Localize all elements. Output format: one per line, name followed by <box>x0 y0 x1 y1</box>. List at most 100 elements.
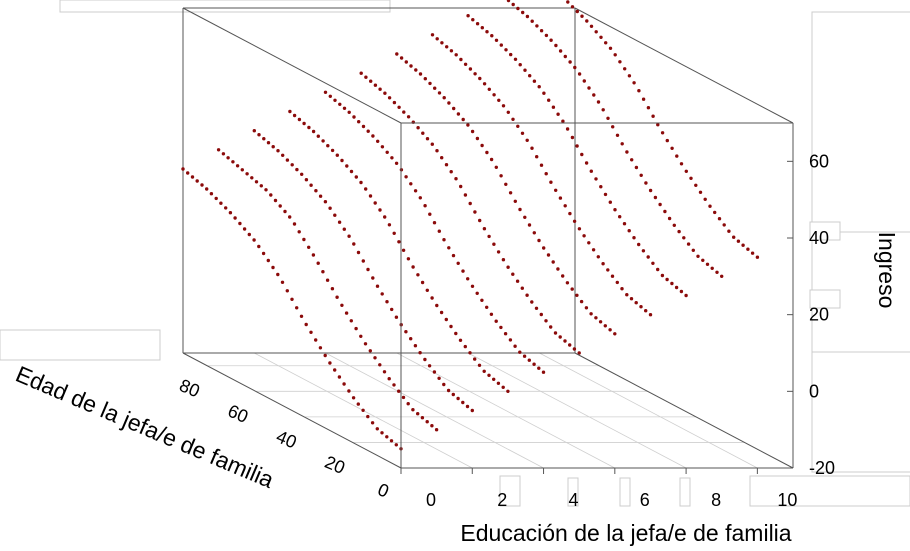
data-point <box>525 14 530 19</box>
data-point <box>575 144 579 148</box>
data-point <box>447 246 451 250</box>
y-tick-label: 20 <box>322 452 348 478</box>
data-point <box>665 138 669 143</box>
data-point <box>651 114 655 118</box>
data-point <box>618 60 622 64</box>
data-point <box>233 216 237 220</box>
data-point <box>468 201 472 206</box>
data-point <box>494 165 498 169</box>
data-point <box>620 142 624 146</box>
data-point <box>644 309 648 313</box>
data-point <box>485 305 489 309</box>
data-point <box>580 14 584 18</box>
data-point <box>579 299 584 304</box>
data-point <box>656 267 660 272</box>
data-point <box>501 104 506 108</box>
box-edge <box>182 352 402 469</box>
data-point <box>321 139 325 143</box>
data-point <box>316 261 320 265</box>
data-point <box>594 316 598 320</box>
data-point <box>378 87 382 91</box>
data-point <box>501 258 506 262</box>
data-point <box>347 234 351 238</box>
data-point <box>585 19 589 23</box>
data-point <box>561 119 565 123</box>
data-point <box>722 223 726 227</box>
z-tick-label: 0 <box>809 381 819 401</box>
data-point <box>584 306 589 310</box>
data-point <box>387 96 392 100</box>
data-point <box>411 408 415 412</box>
data-point <box>570 287 574 291</box>
data-point <box>568 211 572 216</box>
data-point <box>511 272 515 276</box>
data-point <box>466 14 470 18</box>
data-point <box>409 64 413 68</box>
data-point <box>430 424 434 428</box>
data-point <box>354 326 358 331</box>
data-point <box>394 315 399 319</box>
data-point <box>437 376 441 380</box>
data-point <box>356 402 360 406</box>
data-point <box>380 145 385 149</box>
data-point <box>482 227 487 231</box>
data-point <box>385 435 389 439</box>
data-point <box>361 408 365 412</box>
data-point <box>589 312 593 316</box>
data-point <box>511 117 515 122</box>
data-point <box>245 172 249 176</box>
data-point <box>641 249 646 253</box>
data-point <box>461 400 465 405</box>
data-point <box>463 62 468 66</box>
data-point <box>456 396 460 401</box>
grid-line <box>396 352 616 469</box>
series-10 <box>566 0 760 259</box>
data-point <box>663 209 667 214</box>
data-point <box>446 388 451 393</box>
x-tick-label: 10 <box>777 490 797 510</box>
data-point <box>660 131 665 135</box>
data-point <box>404 175 408 179</box>
data-point <box>382 370 387 374</box>
data-point <box>713 210 717 215</box>
data-point <box>589 24 594 28</box>
data-point <box>288 109 292 114</box>
data-point <box>603 324 607 328</box>
data-point <box>459 57 463 62</box>
data-point <box>539 163 544 167</box>
data-point <box>390 307 394 312</box>
data-point <box>601 108 605 112</box>
data-point <box>361 124 366 129</box>
data-point <box>608 328 612 332</box>
data-point <box>625 150 629 154</box>
data-point <box>482 82 487 86</box>
data-point <box>470 129 475 134</box>
data-point <box>525 138 529 142</box>
data-point <box>591 248 596 252</box>
data-point <box>575 293 579 297</box>
data-point <box>558 49 563 53</box>
data-point <box>392 231 396 235</box>
data-point <box>369 79 373 83</box>
data-point <box>521 10 525 15</box>
data-point <box>370 421 375 425</box>
data-point <box>523 68 527 72</box>
data-point <box>285 158 290 162</box>
data-point <box>741 243 745 247</box>
data-point <box>342 227 346 231</box>
data-point <box>463 344 467 349</box>
series-5 <box>359 71 581 355</box>
data-point <box>703 197 707 201</box>
data-point <box>470 284 475 288</box>
data-point <box>565 281 570 285</box>
data-point <box>314 338 318 342</box>
data-point <box>442 96 446 100</box>
data-point <box>515 279 520 283</box>
data-point <box>395 52 399 56</box>
series-3 <box>288 109 510 393</box>
data-point <box>523 215 527 219</box>
data-point <box>399 56 404 60</box>
data-point <box>383 215 387 219</box>
data-point <box>530 19 534 23</box>
